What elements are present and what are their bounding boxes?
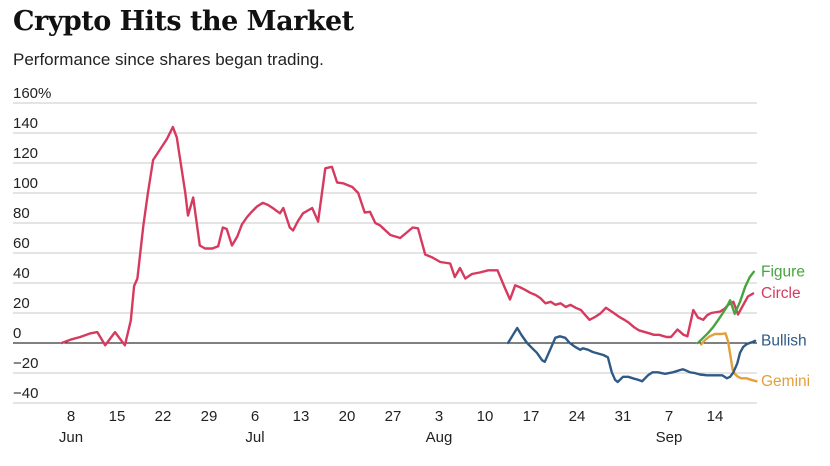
y-tick-label: 20 (13, 295, 30, 312)
y-tick-label: 40 (13, 265, 30, 282)
x-month-label: Jul (245, 429, 264, 446)
x-tick-label: 3 (435, 408, 443, 425)
series-end-labels: Circle Gemini Bullish Figure (761, 263, 810, 390)
x-tick-label: 10 (477, 408, 494, 425)
y-tick-label: 100 (13, 175, 38, 192)
gridlines (13, 102, 757, 404)
x-tick-label: 31 (615, 408, 632, 425)
y-tick-label: 140 (13, 115, 38, 132)
x-tick-label: 13 (293, 408, 310, 425)
x-tick-label: 22 (155, 408, 172, 425)
y-tick-label: −20 (13, 355, 38, 372)
x-tick-label: 14 (707, 408, 724, 425)
x-tick-label: 24 (569, 408, 586, 425)
chart-title: Crypto Hits the Market (13, 6, 354, 37)
chart-subtitle: Performance since shares began trading. (13, 50, 324, 69)
x-tick-label: 8 (67, 408, 75, 425)
x-tick-label: 20 (339, 408, 356, 425)
y-tick-label: 120 (13, 145, 38, 162)
x-tick-label: 17 (523, 408, 540, 425)
series-label-bullish: Bullish (761, 332, 807, 349)
series-label-circle: Circle (761, 285, 801, 302)
y-tick-label: 60 (13, 235, 30, 252)
x-axis-labels: 8 Jun 15 22 29 6 Jul 13 20 27 3 Aug 10 17 24 31 7 Sep 14 (59, 408, 723, 446)
series-line-figure (696, 270, 755, 345)
y-tick-label: 0 (13, 325, 21, 342)
x-tick-label: 15 (109, 408, 126, 425)
series-line-circle (60, 125, 755, 347)
y-axis-labels: 160% 140 120 100 80 60 40 20 0 −20 −40 (13, 85, 51, 402)
x-month-label: Sep (656, 429, 683, 446)
x-tick-label: 6 (251, 408, 259, 425)
x-tick-label: 27 (385, 408, 402, 425)
y-tick-label: −40 (13, 385, 38, 402)
x-tick-label: 29 (201, 408, 218, 425)
x-tick-label: 7 (665, 408, 673, 425)
x-month-label: Jun (59, 429, 83, 446)
series-lines (60, 125, 758, 384)
series-line-gemini (700, 332, 758, 383)
series-label-figure: Figure (761, 263, 805, 280)
y-tick-label: 80 (13, 205, 30, 222)
series-label-gemini: Gemini (761, 373, 810, 390)
series-line-bullish (506, 326, 757, 384)
y-tick-label: 160% (13, 85, 51, 102)
x-month-label: Aug (426, 429, 453, 446)
